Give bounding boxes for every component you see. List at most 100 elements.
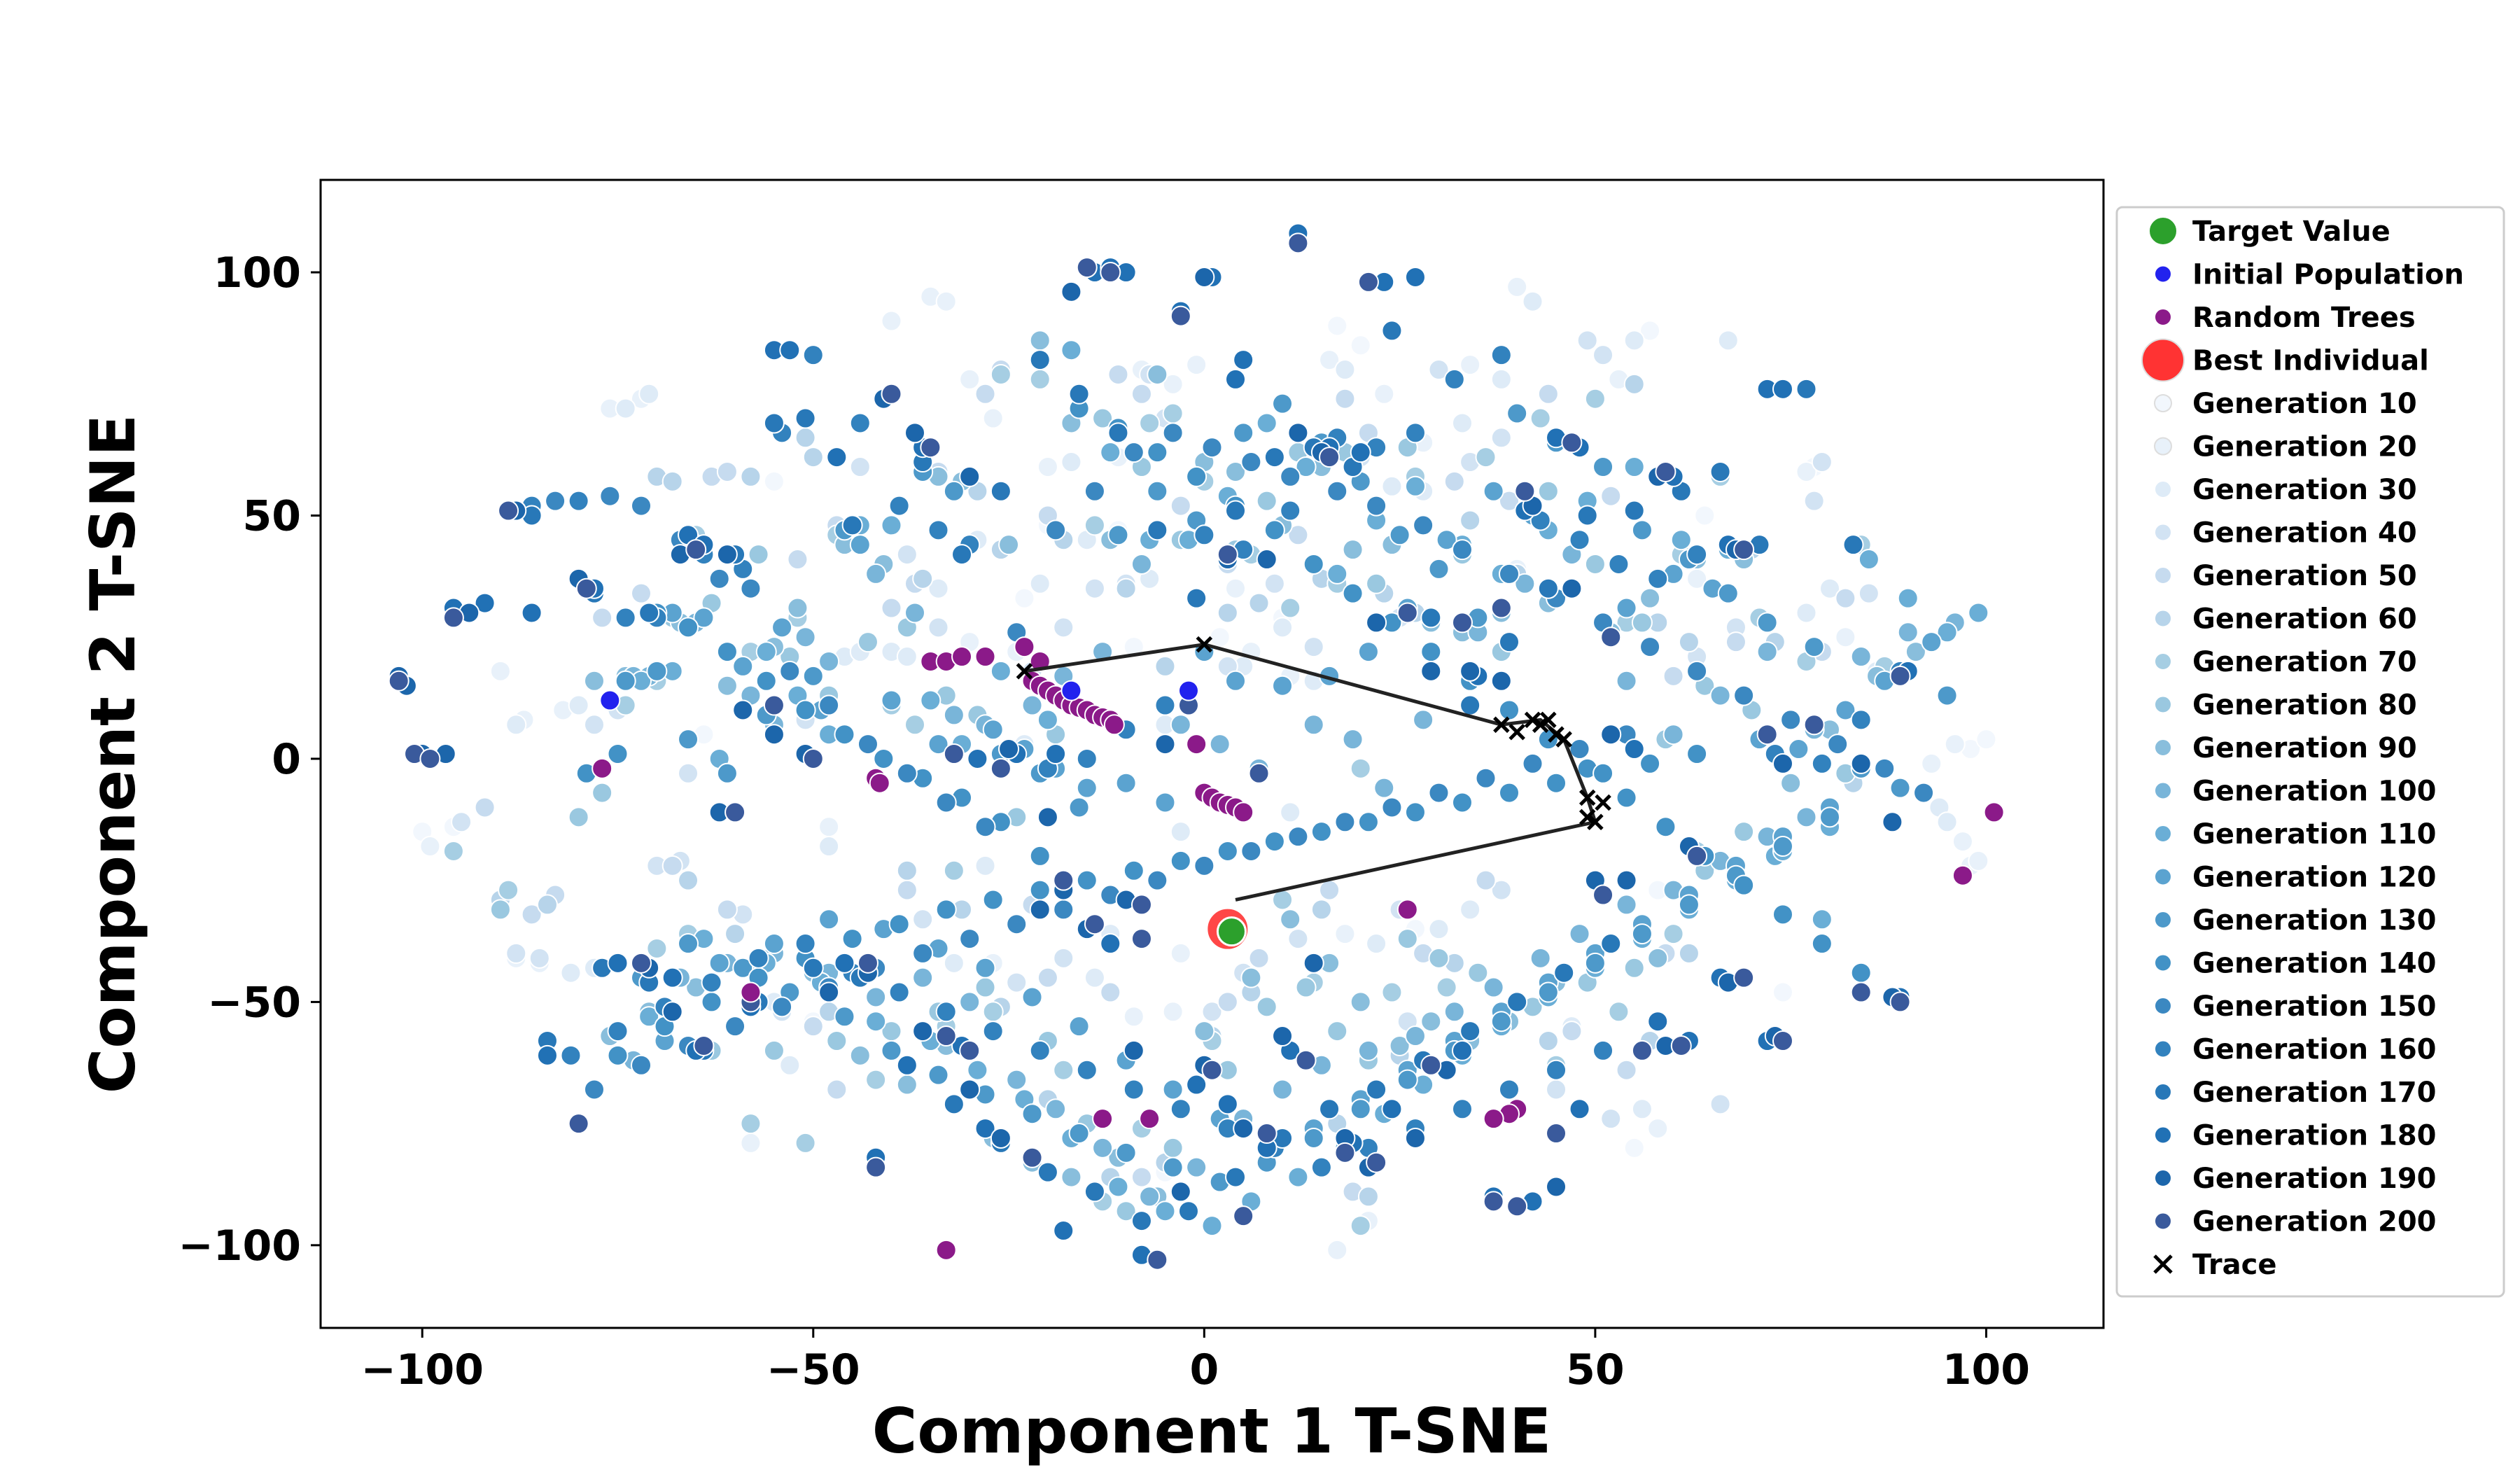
point-generation-70 — [740, 1113, 762, 1135]
point-generation-70 — [1084, 514, 1105, 536]
point-generation-110 — [1201, 1215, 1223, 1237]
point-generation-140 — [1616, 787, 1637, 808]
legend-item-generation-40: Generation 40 — [2154, 517, 2417, 550]
point-generation-160 — [701, 972, 722, 993]
point-generation-170 — [1537, 578, 1559, 599]
point-generation-110 — [1936, 622, 1958, 643]
point-generation-110 — [1326, 563, 1348, 584]
point-generation-30 — [615, 398, 636, 419]
point-generation-180 — [1569, 1098, 1590, 1120]
point-generation-50 — [474, 797, 496, 818]
point-generation-150 — [1240, 451, 1262, 473]
point-generation-130 — [1631, 519, 1653, 541]
point-generation-170 — [1037, 1161, 1058, 1183]
legend-item-generation-180: Generation 180 — [2154, 1120, 2437, 1152]
point-generation-170 — [1029, 349, 1051, 371]
point-generation-180 — [1350, 442, 1371, 463]
point-generation-20 — [1170, 942, 1191, 964]
legend-item-generation-70: Generation 70 — [2154, 646, 2417, 678]
point-generation-200 — [1451, 612, 1473, 634]
point-generation-140 — [982, 889, 1004, 911]
point-generation-200 — [1803, 714, 1825, 736]
point-generation-100 — [1357, 1040, 1379, 1061]
point-generation-100 — [1130, 553, 1152, 575]
legend-label: Best Individual — [2192, 345, 2429, 377]
point-generation-160 — [1490, 344, 1512, 366]
legend-label: Random Trees — [2192, 302, 2416, 334]
point-generation-200 — [943, 743, 965, 764]
point-generation-70 — [442, 840, 464, 862]
point-generation-130 — [881, 1040, 902, 1061]
point-generation-80 — [748, 544, 769, 566]
point-generation-120 — [1436, 529, 1457, 551]
trace-marker — [1555, 731, 1572, 748]
point-generation-60 — [802, 447, 824, 468]
legend-label: Generation 130 — [2192, 904, 2437, 937]
point-generation-190 — [1029, 899, 1051, 920]
point-generation-30 — [1084, 967, 1105, 988]
point-generation-160 — [1154, 694, 1176, 716]
point-generation-50 — [1037, 967, 1058, 988]
legend-label: Generation 10 — [2192, 388, 2417, 420]
trace-marker — [1524, 711, 1541, 729]
point-generation-100 — [1272, 1079, 1294, 1100]
legend-label: Generation 30 — [2192, 474, 2417, 506]
point-generation-170 — [1842, 534, 1864, 556]
point-generation-40 — [1084, 578, 1105, 599]
point-generation-150 — [1499, 563, 1520, 584]
point-generation-160 — [1029, 1040, 1051, 1061]
trace-marker — [1532, 716, 1549, 734]
legend-label: Trace — [2192, 1249, 2276, 1281]
point-generation-150 — [1428, 782, 1450, 804]
point-generation-190 — [763, 724, 785, 746]
point-generation-70 — [794, 1132, 816, 1154]
legend-marker — [2154, 1126, 2172, 1144]
point-generation-30 — [1936, 811, 1958, 833]
point-generation-160 — [1686, 544, 1708, 566]
point-generation-130 — [1537, 981, 1559, 1003]
point-generation-200 — [1366, 1152, 1387, 1173]
point-generation-190 — [1154, 734, 1176, 755]
point-generation-30 — [943, 952, 965, 974]
point-generation-180 — [826, 447, 848, 468]
point-generation-190 — [1420, 660, 1442, 682]
legend-label: Generation 40 — [2192, 517, 2417, 550]
point-generation-200 — [1256, 1123, 1278, 1144]
legend-marker — [2154, 480, 2172, 498]
point-generation-190 — [1272, 1026, 1294, 1047]
point-generation-180 — [607, 952, 629, 974]
x-axis-label: Component 1 T-SNE — [872, 1395, 1552, 1467]
point-generation-50 — [1130, 1166, 1152, 1188]
point-generation-80 — [1537, 480, 1559, 502]
point-generation-90 — [1194, 1021, 1215, 1042]
point-generation-200 — [1130, 894, 1152, 916]
point-generation-100 — [1092, 641, 1114, 663]
point-generation-30 — [818, 836, 840, 858]
point-generation-110 — [1404, 475, 1426, 497]
point-generation-140 — [1076, 869, 1098, 891]
point-generation-40 — [927, 617, 949, 638]
point-generation-80 — [857, 631, 878, 653]
point-random-trees — [1103, 714, 1125, 736]
point-generation-130 — [615, 670, 636, 692]
point-generation-200 — [1287, 232, 1309, 254]
point-generation-160 — [1443, 368, 1465, 390]
point-generation-100 — [1443, 1001, 1465, 1023]
legend-marker — [2154, 738, 2172, 757]
point-generation-160 — [1076, 748, 1098, 769]
point-generation-50 — [662, 855, 683, 876]
point-generation-140 — [1264, 831, 1285, 853]
point-generation-50 — [1217, 991, 1238, 1013]
x-tick-label: −100 — [360, 1345, 484, 1394]
point-generation-70 — [1530, 407, 1551, 429]
point-generation-200 — [1733, 967, 1755, 988]
point-generation-200 — [1490, 597, 1512, 619]
point-generation-10 — [1350, 335, 1371, 356]
point-generation-170 — [638, 602, 660, 624]
point-generation-60 — [896, 860, 918, 881]
legend-marker — [2154, 1040, 2172, 1058]
point-generation-200 — [419, 748, 441, 769]
point-generation-120 — [1068, 1016, 1090, 1037]
point-generation-60 — [536, 894, 558, 916]
legend-marker — [2154, 781, 2172, 800]
